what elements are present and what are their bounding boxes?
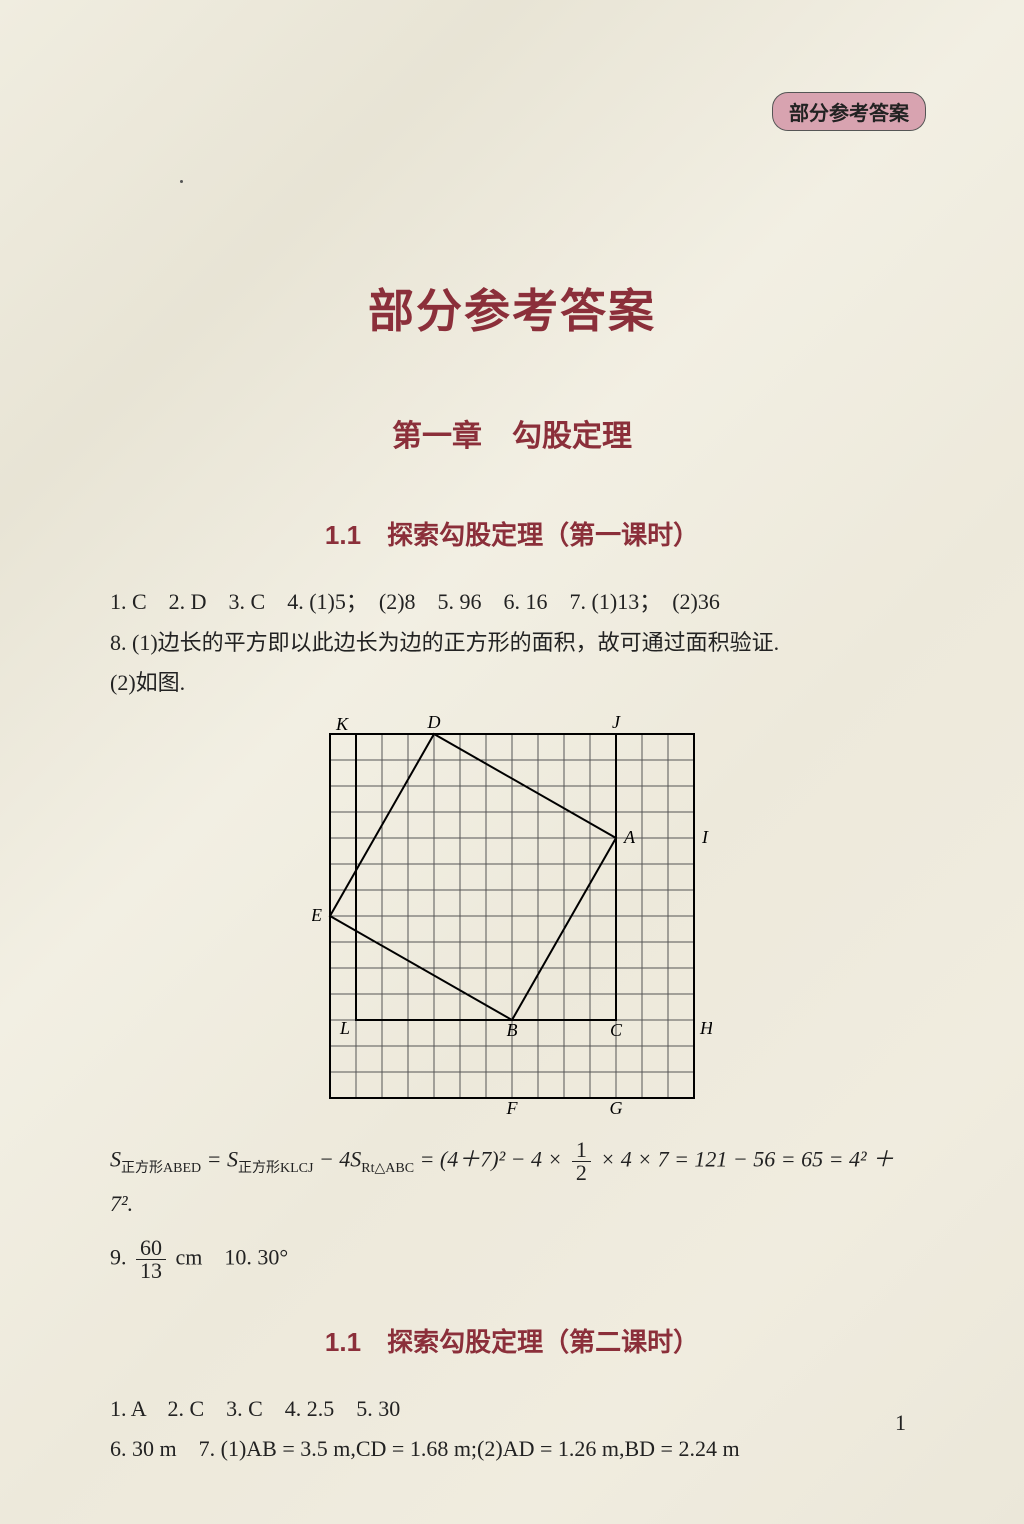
dot-mark [180,180,183,183]
formula-sub3: Rt△ABC [361,1161,414,1176]
line9-suffix: cm 10. 30° [170,1244,288,1269]
geometry-diagram: K D J A I E L B C H F G [312,716,712,1116]
section1-line3: (2)如图. [110,663,914,704]
svg-text:D: D [427,716,441,732]
svg-text:K: K [335,716,349,734]
section1-line1: 1. C 2. D 3. C 4. (1)5； (2)8 5. 96 6. 16… [110,582,914,623]
formula-S1: S [110,1147,121,1172]
svg-text:J: J [612,716,621,732]
formula-sub1: 正方形ABED [121,1161,201,1176]
frac-den: 2 [572,1162,591,1184]
svg-text:A: A [623,827,636,847]
line9-prefix: 9. [110,1244,132,1269]
line9-num: 60 [136,1237,166,1260]
svg-text:F: F [506,1098,519,1116]
section2-title: 1.1 探索勾股定理（第二课时） [110,1322,914,1359]
svg-text:C: C [610,1020,623,1040]
line9-frac: 6013 [136,1237,166,1282]
formula-eq: = S [201,1147,238,1172]
section1-title: 1.1 探索勾股定理（第一课时） [110,515,914,552]
formula-frac: 12 [572,1139,591,1184]
main-title: 部分参考答案 [110,275,914,341]
page-container: 部分参考答案 部分参考答案 第一章 勾股定理 1.1 探索勾股定理（第一课时） … [0,0,1024,1524]
section1-line2: 8. (1)边长的平方即以此边长为边的正方形的面积，故可通过面积验证. [110,623,914,664]
section1-line9: 9. 6013 cm 10. 30° [110,1237,914,1282]
page-number: 1 [895,1410,906,1436]
formula-rest: = (4＋7)² − 4 × [414,1147,568,1172]
section2-line2: 6. 30 m 7. (1)AB = 3.5 m,CD = 1.68 m;(2)… [110,1429,914,1470]
header-tab: 部分参考答案 [772,92,926,131]
svg-text:H: H [699,1018,712,1038]
chapter-title: 第一章 勾股定理 [110,411,914,455]
section2-line1: 1. A 2. C 3. C 4. 2.5 5. 30 [110,1389,914,1430]
s2l2-text: 6. 30 m 7. (1)AB = 3.5 m,CD = 1.68 m;(2)… [110,1436,740,1461]
frac-num: 1 [572,1139,591,1162]
svg-text:I: I [701,827,709,847]
formula-sub2: 正方形KLCJ [238,1161,313,1176]
line9-den: 13 [136,1260,166,1282]
formula-line: S正方形ABED = S正方形KLCJ − 4SRt△ABC = (4＋7)² … [110,1139,914,1225]
formula-mid: − 4S [313,1147,361,1172]
svg-text:B: B [507,1020,518,1040]
svg-text:E: E [312,905,322,925]
diagram-container: K D J A I E L B C H F G [110,716,914,1121]
svg-text:G: G [610,1098,623,1116]
svg-text:L: L [339,1018,350,1038]
